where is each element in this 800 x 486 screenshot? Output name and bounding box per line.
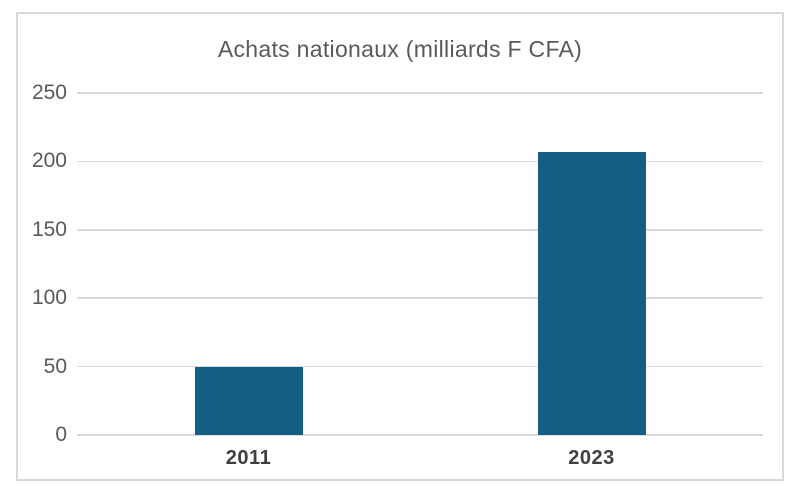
- gridline: [77, 160, 763, 163]
- gridline: [77, 92, 763, 94]
- x-category-label: 2023: [568, 447, 615, 469]
- gridline: [77, 297, 763, 299]
- y-tick-label: 50: [43, 354, 67, 378]
- chart-title: Achats nationaux (milliards F CFA): [217, 36, 583, 62]
- y-tick-label: 0: [55, 423, 67, 446]
- x-category-label: 2011: [225, 447, 272, 469]
- gridline: [77, 229, 763, 231]
- bar: [537, 151, 646, 435]
- gridline: [77, 365, 763, 368]
- gridline: [77, 434, 763, 436]
- bar: [194, 366, 303, 435]
- y-tick-label: 100: [31, 286, 67, 310]
- y-tick-label: 250: [31, 81, 67, 104]
- chart-container: Achats nationaux (milliards F CFA) 0 50 10…: [16, 12, 784, 481]
- y-tick-label: 200: [31, 149, 67, 173]
- y-tick-label: 150: [31, 217, 67, 241]
